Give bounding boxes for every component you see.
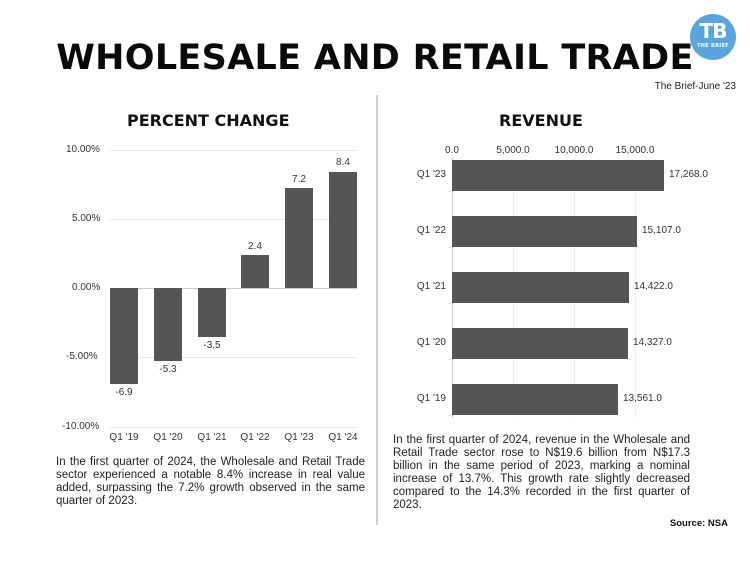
the-brief-logo: TB THE BRIEF	[690, 14, 736, 60]
percent-change-chart: PERCENT CHANGE 10.00% 5.00% 0.00% -5.00%…	[56, 111, 365, 507]
bar-q1-21	[452, 272, 629, 303]
x-category-label: Q1 '20	[153, 432, 183, 443]
bar-q1-19	[110, 288, 138, 384]
gridline	[110, 427, 357, 428]
zero-line	[110, 288, 357, 289]
revenue-chart: REVENUE 0.0 5,000.0 10,000.0 15,000.0 Q1…	[378, 0, 750, 563]
logo-subtext: THE BRIEF	[697, 43, 729, 49]
x-category-label: Q1 '19	[109, 432, 139, 443]
x-tick: 15,000.0	[615, 145, 655, 156]
x-category-label: Q1 '21	[197, 432, 227, 443]
bar-q1-21	[198, 288, 226, 337]
bar-q1-19	[452, 384, 618, 415]
x-category-label: Q1 '24	[328, 432, 358, 443]
page-title: WHOLESALE AND RETAIL TRADE	[56, 38, 694, 78]
y-category-label: Q1 '19	[416, 393, 446, 404]
y-category-label: Q1 '22	[416, 225, 446, 236]
y-tick: -5.00%	[66, 351, 98, 362]
value-label: 7.2	[292, 174, 306, 185]
value-label: 8.4	[336, 157, 350, 168]
bar-q1-24	[329, 172, 357, 288]
value-label: -6.9	[115, 387, 133, 398]
bar-q1-23	[452, 160, 664, 191]
gridline	[110, 219, 357, 220]
panel-divider	[376, 95, 378, 525]
x-category-label: Q1 '23	[284, 432, 314, 443]
y-category-label: Q1 '20	[416, 337, 446, 348]
gridline	[110, 150, 357, 151]
gridline	[635, 158, 636, 418]
y-tick: 5.00%	[72, 213, 101, 224]
value-label: 2.4	[248, 241, 262, 252]
value-label: -5.3	[159, 364, 177, 375]
revenue-title: REVENUE	[499, 111, 583, 130]
bar-q1-20	[452, 328, 628, 359]
logo-initials: TB	[699, 19, 728, 43]
percent-change-title: PERCENT CHANGE	[127, 111, 290, 130]
value-label: 13,561.0	[623, 393, 662, 404]
y-tick: -10.00%	[62, 421, 100, 432]
value-label: 15,107.0	[642, 225, 681, 236]
source-note: Source: NSA	[669, 518, 728, 529]
revenue-description: In the first quarter of 2024, revenue in…	[393, 434, 690, 511]
gridline	[110, 357, 357, 358]
y-category-label: Q1 '23	[416, 169, 446, 180]
bar-q1-23	[285, 188, 313, 288]
y-category-label: Q1 '21	[416, 281, 446, 292]
x-tick: 10,000.0	[554, 145, 594, 156]
x-tick: 0.0	[445, 145, 459, 156]
value-label: 17,268.0	[669, 169, 708, 180]
value-label: 14,327.0	[633, 337, 672, 348]
bar-q1-20	[154, 288, 182, 361]
publication-date: The Brief-June '23	[654, 81, 736, 92]
y-tick: 10.00%	[66, 144, 100, 155]
percent-change-description: In the first quarter of 2024, the Wholes…	[56, 456, 365, 507]
value-label: -3.5	[203, 340, 221, 351]
x-category-label: Q1 '22	[240, 432, 270, 443]
y-tick: 0.00%	[72, 282, 101, 293]
x-tick: 5,000.0	[496, 145, 530, 156]
bar-q1-22	[241, 255, 269, 288]
value-label: 14,422.0	[634, 281, 673, 292]
bar-q1-22	[452, 216, 637, 247]
